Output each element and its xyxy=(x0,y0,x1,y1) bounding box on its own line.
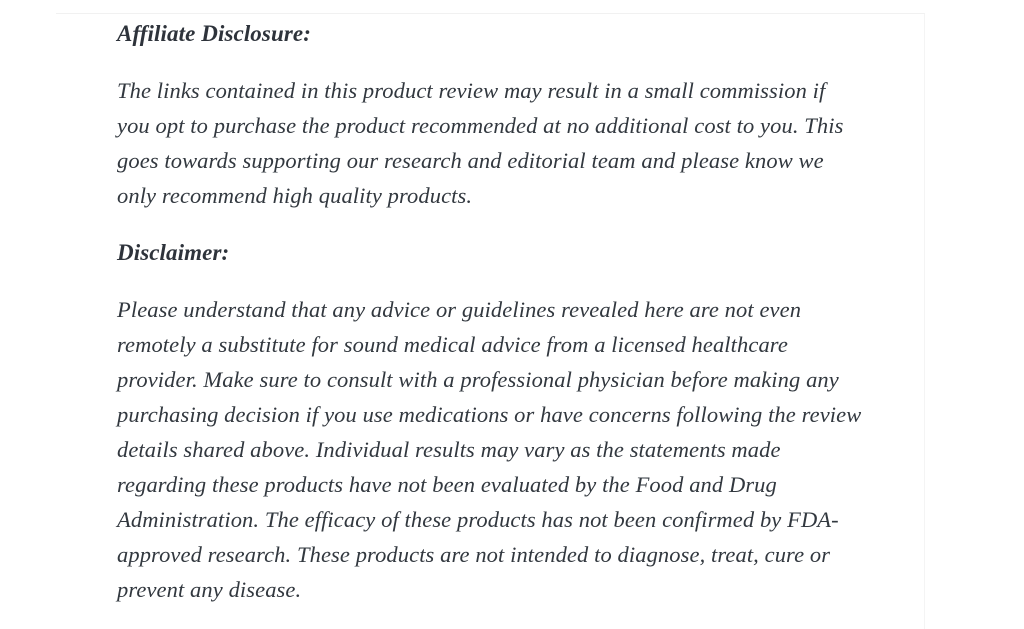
disclaimer-paragraph: Please understand that any advice or gui… xyxy=(117,297,862,602)
affiliate-disclosure-heading: Affiliate Disclosure: xyxy=(117,21,311,46)
disclaimer-heading: Disclaimer: xyxy=(117,240,230,265)
article-text-column: Affiliate Disclosure: The links containe… xyxy=(56,14,924,607)
article-content-card: Affiliate Disclosure: The links containe… xyxy=(56,13,925,629)
affiliate-disclosure-paragraph: The links contained in this product revi… xyxy=(117,78,844,208)
